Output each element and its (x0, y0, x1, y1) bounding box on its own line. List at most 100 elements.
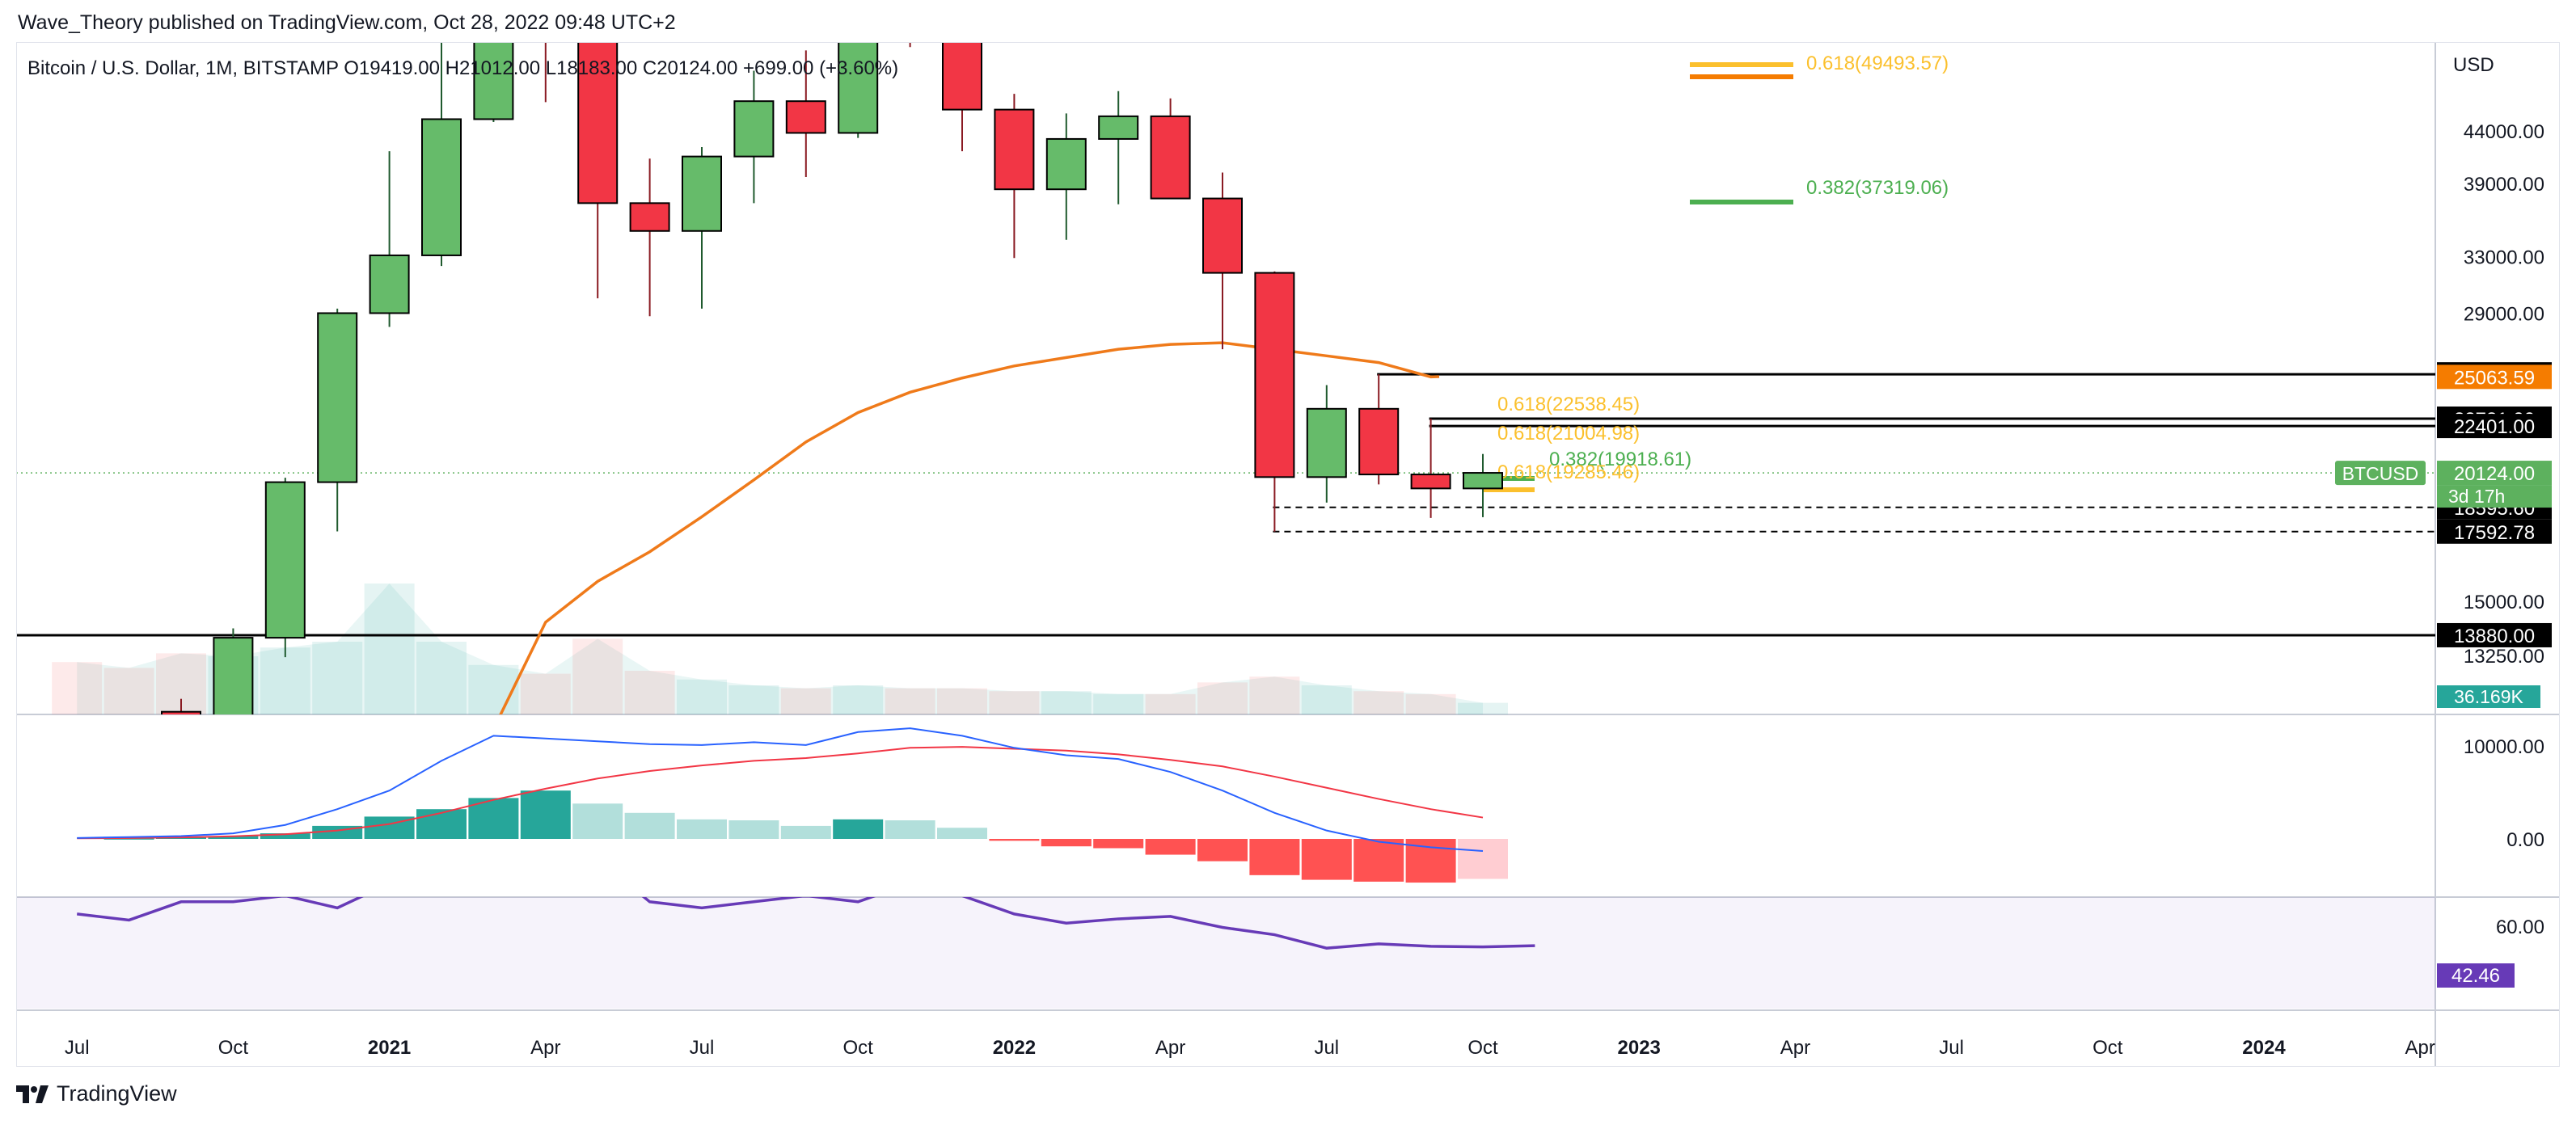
price-badge-label: 25063.59 (2454, 367, 2535, 389)
volume-bar (937, 688, 987, 714)
moving-average-line (499, 341, 1440, 714)
time-tick-label: Jul (1939, 1037, 1964, 1059)
candles-layer (161, 0, 1503, 714)
candle-2021-05 (577, 42, 619, 299)
candle-2021-09 (785, 50, 826, 177)
candle-body (473, 42, 514, 120)
candle-body (1410, 474, 1451, 490)
price-axis-currency: USD (2453, 54, 2494, 76)
macd-histogram-bar (677, 819, 727, 839)
candle-body (1045, 137, 1087, 191)
volume-bar (1458, 702, 1508, 714)
volume-bar (1041, 691, 1092, 714)
candle-body (1202, 197, 1243, 274)
candle-body (1098, 115, 1139, 140)
rsi-band (16, 897, 2435, 1009)
time-tick-label: 2023 (1618, 1037, 1661, 1059)
macd-signal-line (77, 746, 1484, 840)
macd-histogram-bar (572, 803, 623, 839)
macd-histogram-bar (1145, 839, 1196, 855)
fib-label: 0.382(37319.06) (1806, 177, 1949, 199)
time-tick-label: Oct (1467, 1037, 1498, 1059)
price-tick-label: 29000.00 (2464, 303, 2544, 325)
macd-histogram-bar (989, 839, 1040, 841)
candle-body (264, 481, 306, 639)
chart-grid (16, 42, 2560, 1067)
rsi-background (16, 897, 2435, 1009)
price-tick-label: 39000.00 (2464, 174, 2544, 196)
candle-2021-10 (838, 42, 879, 138)
tradingview-logo[interactable]: TradingView (16, 1081, 177, 1106)
time-tick-label: Jul (1314, 1037, 1339, 1059)
volume-bar (1405, 693, 1456, 714)
price-badge (2437, 519, 2552, 544)
candle-body (891, 0, 930, 18)
brand-label: TradingView (57, 1081, 177, 1106)
fibonacci-levels: 0.618(49493.57) 0.382(37319.06) 0.618(2253… (1483, 53, 1949, 492)
time-tick-label: Jul (690, 1037, 715, 1059)
rsi-line (76, 897, 1535, 950)
volume-bar (1145, 693, 1196, 714)
candle-2021-11 (891, 0, 930, 48)
macd-histogram-bar (1249, 839, 1300, 875)
symbol-ohlc-line: Bitcoin / U.S. Dollar, 1M, BITSTAMP O194… (27, 57, 898, 79)
candle-body (1150, 115, 1191, 200)
price-badge-label: 17592.78 (2454, 522, 2535, 544)
price-tick-label: 13250.00 (2464, 646, 2544, 668)
macd-histogram-bar (208, 836, 259, 839)
candle-body (838, 42, 879, 134)
rsi-tick-label: 60.00 (2496, 916, 2544, 938)
candle-body (942, 42, 982, 111)
price-badge (2437, 622, 2552, 647)
fib-label: 0.618(19285.46) (1497, 461, 1640, 483)
candle-body (1254, 272, 1295, 478)
rsi-badge (2437, 963, 2515, 988)
volume-bar (1249, 676, 1300, 714)
volume-bar (728, 685, 779, 714)
volume-bar (572, 638, 623, 714)
candle-body (682, 155, 722, 232)
macd-histogram-bar (1458, 839, 1508, 879)
moving-average-layer (499, 341, 1440, 714)
candle-body (1463, 472, 1503, 490)
volume-bar (52, 662, 103, 714)
fib-label: 0.618(21004.98) (1497, 423, 1640, 445)
volume-bar (677, 679, 727, 714)
volume-bar (103, 668, 154, 714)
candle-2021-12 (942, 42, 982, 152)
volume-bar (833, 685, 884, 714)
macd-histogram-bar (833, 819, 884, 839)
candle-body (577, 42, 619, 204)
macd-histogram-bar (728, 820, 779, 839)
countdown-badge (2437, 485, 2552, 508)
volume-bar (624, 671, 675, 714)
volume-bar (885, 688, 935, 714)
price-badge (2437, 461, 2552, 486)
candle-2022-05 (1202, 172, 1243, 350)
candle-body (421, 118, 462, 256)
countdown-label: 3d 17h (2448, 486, 2505, 507)
macd-line (77, 727, 1484, 852)
macd-histogram-bar (1041, 839, 1092, 847)
publish-caption: Wave_Theory published on TradingView.com… (18, 11, 676, 34)
macd-histogram-bar (885, 820, 935, 839)
candle-body (785, 100, 826, 134)
volume-bar (1353, 691, 1404, 714)
candle-2021-07 (682, 147, 722, 309)
candle-2020-09 (161, 698, 201, 714)
price-tick-label: 44000.00 (2464, 121, 2544, 143)
volume-bar (312, 642, 363, 714)
time-tick-label: Apr (530, 1037, 560, 1059)
volume-badge (2437, 685, 2540, 708)
time-tick-label: 2021 (368, 1037, 411, 1059)
macd-histogram-bar (780, 825, 831, 839)
time-tick-label: 2024 (2242, 1037, 2286, 1059)
macd-histogram-bar (624, 812, 675, 839)
candle-2021-03 (473, 42, 514, 123)
price-tick-label: 15000.00 (2464, 592, 2544, 613)
macd-histogram-bar (1197, 839, 1248, 862)
volume-bar (260, 647, 310, 714)
volume-area (77, 584, 1484, 714)
time-tick-label: Jul (65, 1037, 90, 1059)
